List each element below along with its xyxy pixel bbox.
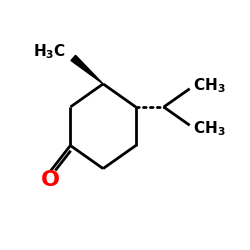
Text: $\mathbf{H_3C}$: $\mathbf{H_3C}$: [33, 43, 66, 62]
Polygon shape: [71, 55, 103, 84]
Text: $\mathbf{CH_3}$: $\mathbf{CH_3}$: [192, 76, 225, 95]
Text: $\mathbf{CH_3}$: $\mathbf{CH_3}$: [192, 119, 225, 138]
Text: O: O: [41, 170, 60, 190]
